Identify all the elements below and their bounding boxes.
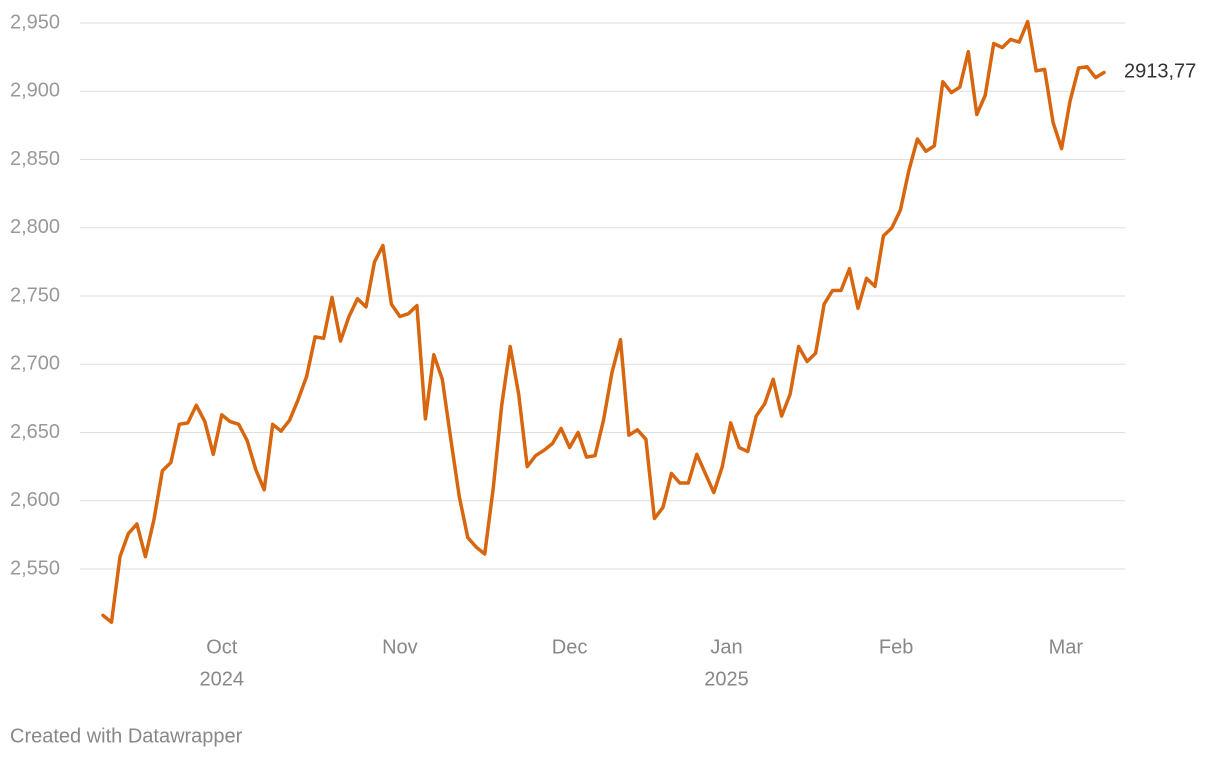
y-tick-label: 2,550 [10,557,60,579]
y-tick-label: 2,900 [10,80,60,102]
y-tick-label: 2,700 [10,353,60,375]
y-tick-label: 2,950 [10,11,60,33]
x-tick-label: Jan [710,636,742,658]
y-tick-label: 2,750 [10,284,60,306]
y-tick-label: 2,650 [10,421,60,443]
line [101,19,1106,624]
y-tick-label: 2,600 [10,489,60,511]
x-tick-label: Oct [206,636,238,658]
x-tick-label: Nov [382,636,418,658]
y-tick-label: 2,800 [10,216,60,238]
x-tick-year: 2025 [704,668,749,690]
footer: Created with Datawrapper [10,725,243,747]
value-label: 2913,77 [1124,61,1196,83]
y-tick-label: 2,850 [10,148,60,170]
x-tick-label: Mar [1049,636,1084,658]
x-tick-label: Feb [879,636,913,658]
x-tick-label: Dec [552,636,588,658]
x-tick-year: 2024 [200,668,245,690]
